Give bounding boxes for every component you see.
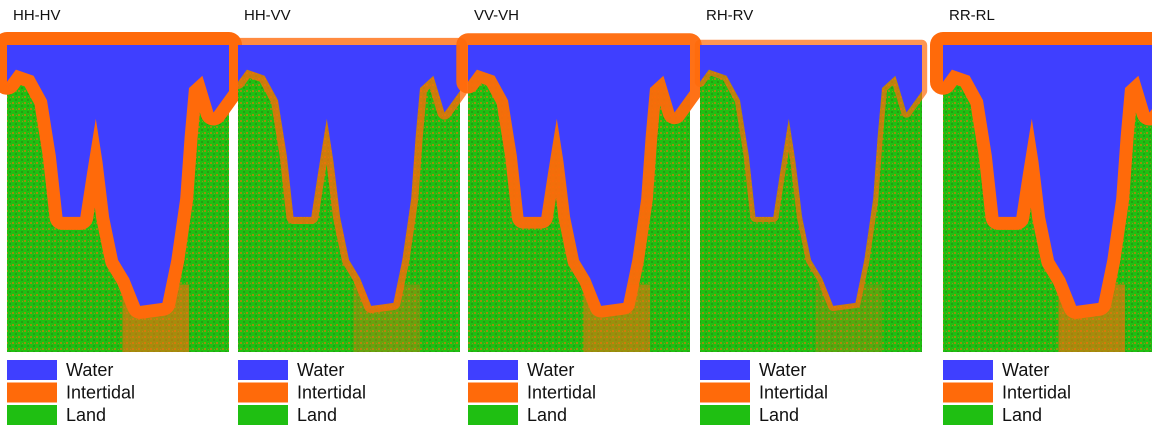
legend-label: Land	[527, 405, 567, 425]
legend-swatch	[468, 360, 518, 380]
legend-swatch	[943, 405, 993, 425]
legend-label: Land	[297, 405, 337, 425]
legend-swatch	[7, 405, 57, 425]
legend-swatch	[943, 383, 993, 403]
legend-label: Land	[1002, 405, 1042, 425]
legend-label: Intertidal	[66, 382, 135, 402]
legend-label: Intertidal	[527, 382, 596, 402]
legend-swatch	[700, 383, 750, 403]
legend-label: Land	[759, 405, 799, 425]
legend-swatch	[700, 360, 750, 380]
legend-label: Water	[66, 360, 113, 380]
legend-label: Water	[527, 360, 574, 380]
legend-swatch	[943, 360, 993, 380]
panel-title: VV-VH	[474, 7, 519, 24]
classification-map	[7, 45, 229, 352]
legend-swatch	[7, 360, 57, 380]
panels: HH-HVWaterIntertidalLandHH-VVWaterIntert…	[7, 7, 1152, 425]
legend-swatch	[700, 405, 750, 425]
legend-swatch	[468, 383, 518, 403]
legend-swatch	[468, 405, 518, 425]
panel-title: HH-HV	[13, 7, 61, 24]
legend-label: Intertidal	[1002, 382, 1071, 402]
legend-label: Intertidal	[297, 382, 366, 402]
panel-title: RR-RL	[949, 7, 995, 24]
classification-map	[468, 45, 690, 352]
legend-swatch	[238, 360, 288, 380]
classification-map	[238, 45, 460, 352]
legend-swatch	[238, 405, 288, 425]
legend-label: Water	[297, 360, 344, 380]
panel-title: RH-RV	[706, 7, 753, 24]
legend-swatch	[238, 383, 288, 403]
panel-title: HH-VV	[244, 7, 291, 24]
classification-map	[943, 45, 1152, 352]
legend-label: Intertidal	[759, 382, 828, 402]
classification-map	[700, 45, 922, 352]
legend-label: Land	[66, 405, 106, 425]
legend-swatch	[7, 383, 57, 403]
legend-label: Water	[1002, 360, 1049, 380]
figure: HH-HVWaterIntertidalLandHH-VVWaterIntert…	[0, 0, 1152, 432]
legend-label: Water	[759, 360, 806, 380]
